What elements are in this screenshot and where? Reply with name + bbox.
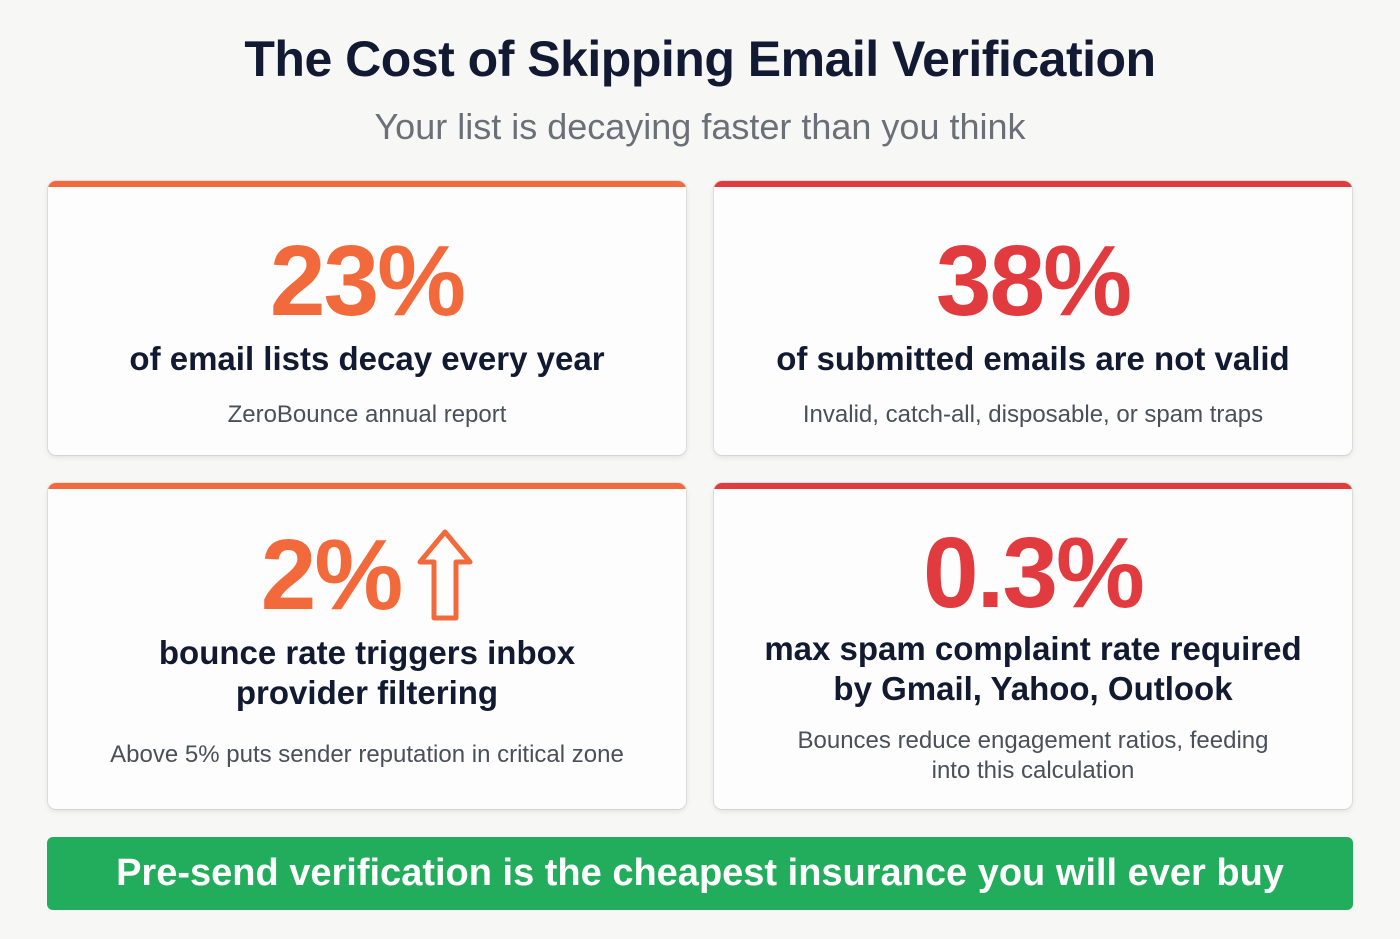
- arrow-up-icon: [417, 528, 473, 622]
- stat-card-invalid-emails: 38% of submitted emails are not valid In…: [714, 181, 1352, 455]
- stat-value: 38%: [935, 225, 1132, 337]
- banner-text: Pre-send verification is the cheapest in…: [116, 852, 1284, 894]
- stat-card-spam-complaint: 0.3% max spam complaint rate required by…: [714, 483, 1352, 809]
- stat-headline-line2: by Gmail, Yahoo, Outlook: [833, 670, 1233, 707]
- stat-note: Invalid, catch-all, disposable, or spam …: [802, 401, 1264, 428]
- stat-card-bounce-rate: 2% bounce rate triggers inbox provider f…: [48, 483, 686, 809]
- accent-bar: [48, 483, 686, 489]
- stat-card-list-decay: 23% of email lists decay every year Zero…: [48, 181, 686, 455]
- stat-note: ZeroBounce annual report: [227, 401, 507, 428]
- cta-banner: Pre-send verification is the cheapest in…: [47, 837, 1353, 910]
- stat-headline: of email lists decay every year: [129, 340, 605, 377]
- page-subtitle: Your list is decaying faster than you th…: [374, 106, 1026, 147]
- stat-headline-line2: provider filtering: [235, 674, 499, 711]
- stat-headline-line1: bounce rate triggers inbox: [158, 634, 576, 671]
- accent-bar: [714, 483, 1352, 489]
- stat-headline: of submitted emails are not valid: [776, 340, 1290, 377]
- accent-bar: [714, 181, 1352, 187]
- stat-note: Above 5% puts sender reputation in criti…: [110, 741, 624, 768]
- stat-value: 0.3%: [923, 517, 1145, 629]
- page-title: The Cost of Skipping Email Verification: [244, 31, 1156, 87]
- stat-note-line2: into this calculation: [931, 757, 1135, 784]
- stat-headline-line1: max spam complaint rate required: [764, 630, 1302, 667]
- accent-bar: [48, 181, 686, 187]
- stat-value: 2%: [260, 519, 404, 631]
- stat-note-line1: Bounces reduce engagement ratios, feedin…: [797, 727, 1269, 754]
- stat-value: 23%: [269, 225, 466, 337]
